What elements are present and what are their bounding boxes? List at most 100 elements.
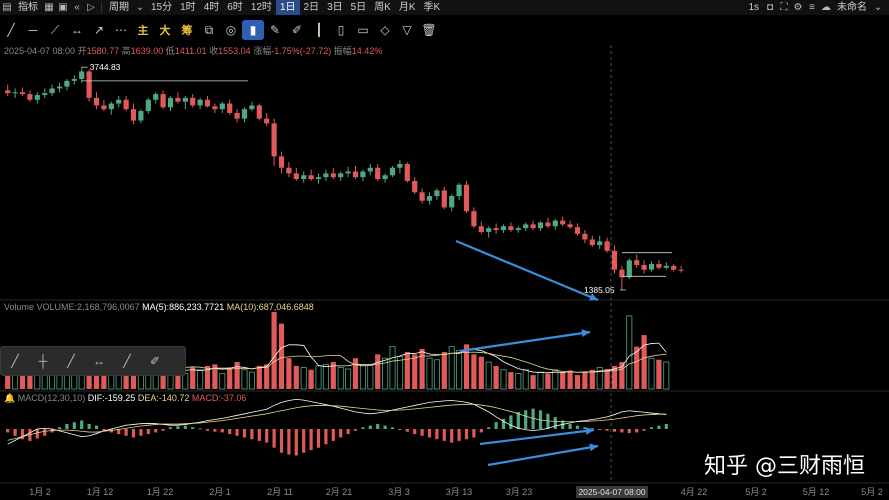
period-3d[interactable]: 3日 [327, 2, 343, 13]
macd-histogram-bar [168, 427, 173, 429]
measure-icon[interactable]: ↔ [71, 23, 83, 37]
arrow-line-icon[interactable]: ↗ [93, 23, 105, 37]
indicators-button[interactable]: 指标 [18, 2, 38, 13]
candle-body [589, 239, 595, 246]
note-icon[interactable]: ▭ [357, 23, 369, 37]
period-15m[interactable]: 15分 [151, 2, 173, 13]
macd-histogram-bar [575, 425, 580, 429]
period-12h[interactable]: 12时 [250, 2, 272, 13]
workspace-name[interactable]: 未命名 [837, 2, 867, 13]
macd-histogram-bar [279, 429, 284, 453]
candle-body [515, 228, 521, 231]
x-axis-tick-label: 1月 12 [87, 487, 114, 497]
brush-icon[interactable]: ✐ [149, 354, 161, 368]
volume-bar [663, 361, 670, 390]
cloud-icon[interactable]: ☁ [821, 2, 831, 13]
period-quarter[interactable]: 季K [423, 2, 441, 13]
copy-icon[interactable]: ⧉ [204, 22, 214, 37]
clipboard-icon[interactable]: ▯ [337, 23, 345, 37]
layout-icon[interactable]: ▣ [58, 2, 68, 13]
candle-body [5, 90, 11, 94]
toolbar-right: 1s ◘ ⛶ ⚙ ≡ ☁ 未命名 ⌄ [744, 0, 885, 15]
candle-body [249, 105, 255, 110]
candle-body [397, 163, 403, 168]
chip-large[interactable]: 大 [154, 20, 176, 40]
calendar-icon[interactable]: ▦ [44, 2, 54, 13]
candle-body [12, 92, 18, 94]
more-icon[interactable]: ⋯ [115, 23, 127, 37]
rewind-icon[interactable]: « [74, 2, 80, 13]
candle-body [641, 264, 647, 270]
horizontal-line-icon[interactable]: ─ [28, 23, 38, 37]
bookmark-icon[interactable]: ▮ [242, 20, 264, 40]
period-5d[interactable]: 5日 [350, 2, 367, 13]
macd-histogram-bar [524, 410, 528, 429]
trash-icon[interactable]: 🗑 [421, 23, 437, 37]
volume-bar [412, 354, 418, 389]
chip-chips-label: 筹 [181, 25, 193, 37]
volume-bar [190, 367, 196, 389]
macd-histogram-bar [235, 429, 239, 436]
macd-histogram-bar [35, 429, 39, 439]
macd-histogram-bar [309, 429, 313, 451]
candle-body [197, 99, 203, 106]
macd-histogram-bar [117, 429, 121, 435]
period-1h[interactable]: 1时 [180, 2, 196, 13]
tag-icon[interactable]: ◇ [380, 23, 390, 37]
volume-bar [419, 348, 425, 389]
play-icon[interactable]: ▷ [87, 2, 95, 13]
measure-icon[interactable]: ↔ [93, 354, 105, 368]
period-month[interactable]: 月K [398, 2, 416, 13]
period-2d[interactable]: 2日 [303, 2, 320, 13]
macd-histogram-bar [183, 425, 187, 429]
fullscreen-icon[interactable]: ⛶ [780, 2, 788, 13]
candle-body [79, 71, 85, 79]
open-label: 开 [77, 46, 87, 56]
candle-body [389, 167, 396, 176]
dea-value: DEA:-140.72 [137, 393, 190, 403]
layers-icon[interactable]: ≡ [809, 2, 815, 13]
candle-body [49, 88, 55, 94]
gear-icon[interactable]: ⚙ [793, 2, 803, 13]
chip-chips[interactable]: 筹 [176, 20, 198, 40]
macd-histogram-bar [220, 429, 224, 433]
macd-histogram-bar [390, 427, 395, 429]
candle-body [42, 93, 48, 96]
period-dropdown[interactable]: 周期 [109, 2, 129, 13]
chevron-down-icon[interactable]: ⌄ [135, 2, 145, 13]
period-6h[interactable]: 6时 [227, 2, 243, 13]
chevron-down-icon[interactable]: ⌄ [873, 2, 883, 13]
volume-bar [596, 367, 603, 390]
horizontal-line-icon[interactable]: ┼ [38, 354, 48, 368]
trendline-icon[interactable]: ╱ [11, 354, 19, 368]
volume-bar [641, 335, 647, 389]
eye-icon[interactable]: ◎ [225, 23, 237, 37]
indicators-icon[interactable]: ▤ [2, 2, 12, 13]
candle-body [574, 227, 581, 234]
camera-icon[interactable]: ◘ [766, 2, 774, 13]
volume-bar [175, 372, 181, 389]
brush-icon[interactable]: ✐ [291, 23, 303, 37]
candle-body [656, 264, 662, 268]
macd-histogram-bar [205, 429, 210, 431]
x-axis-tick-label: 5月 2 [861, 487, 883, 497]
filter-icon[interactable]: ▽ [402, 23, 412, 37]
period-week[interactable]: 周K [374, 2, 391, 13]
candle-body [271, 123, 277, 157]
candle-body [545, 222, 551, 227]
chip-main[interactable]: 主 [132, 20, 154, 40]
trendline-icon[interactable]: ╱ [7, 23, 15, 37]
macd-bell-icon[interactable]: 🔔 [4, 393, 16, 403]
period-4h[interactable]: 4时 [203, 2, 220, 13]
arrow-line-icon[interactable]: ╱ [123, 354, 131, 368]
crosshair-date-label: 2025-04-07 08:00 [578, 487, 645, 497]
period-1d[interactable]: 1日 [275, 0, 300, 15]
ray-icon[interactable]: ⟋ [50, 22, 60, 37]
candles-icon[interactable]: ┃ [315, 23, 323, 37]
interval-label[interactable]: 1s [748, 2, 759, 13]
ray-icon[interactable]: ╱ [67, 354, 75, 368]
volume-bar [382, 357, 389, 390]
pen-icon[interactable]: ✎ [269, 23, 281, 37]
candle-body [167, 97, 174, 108]
